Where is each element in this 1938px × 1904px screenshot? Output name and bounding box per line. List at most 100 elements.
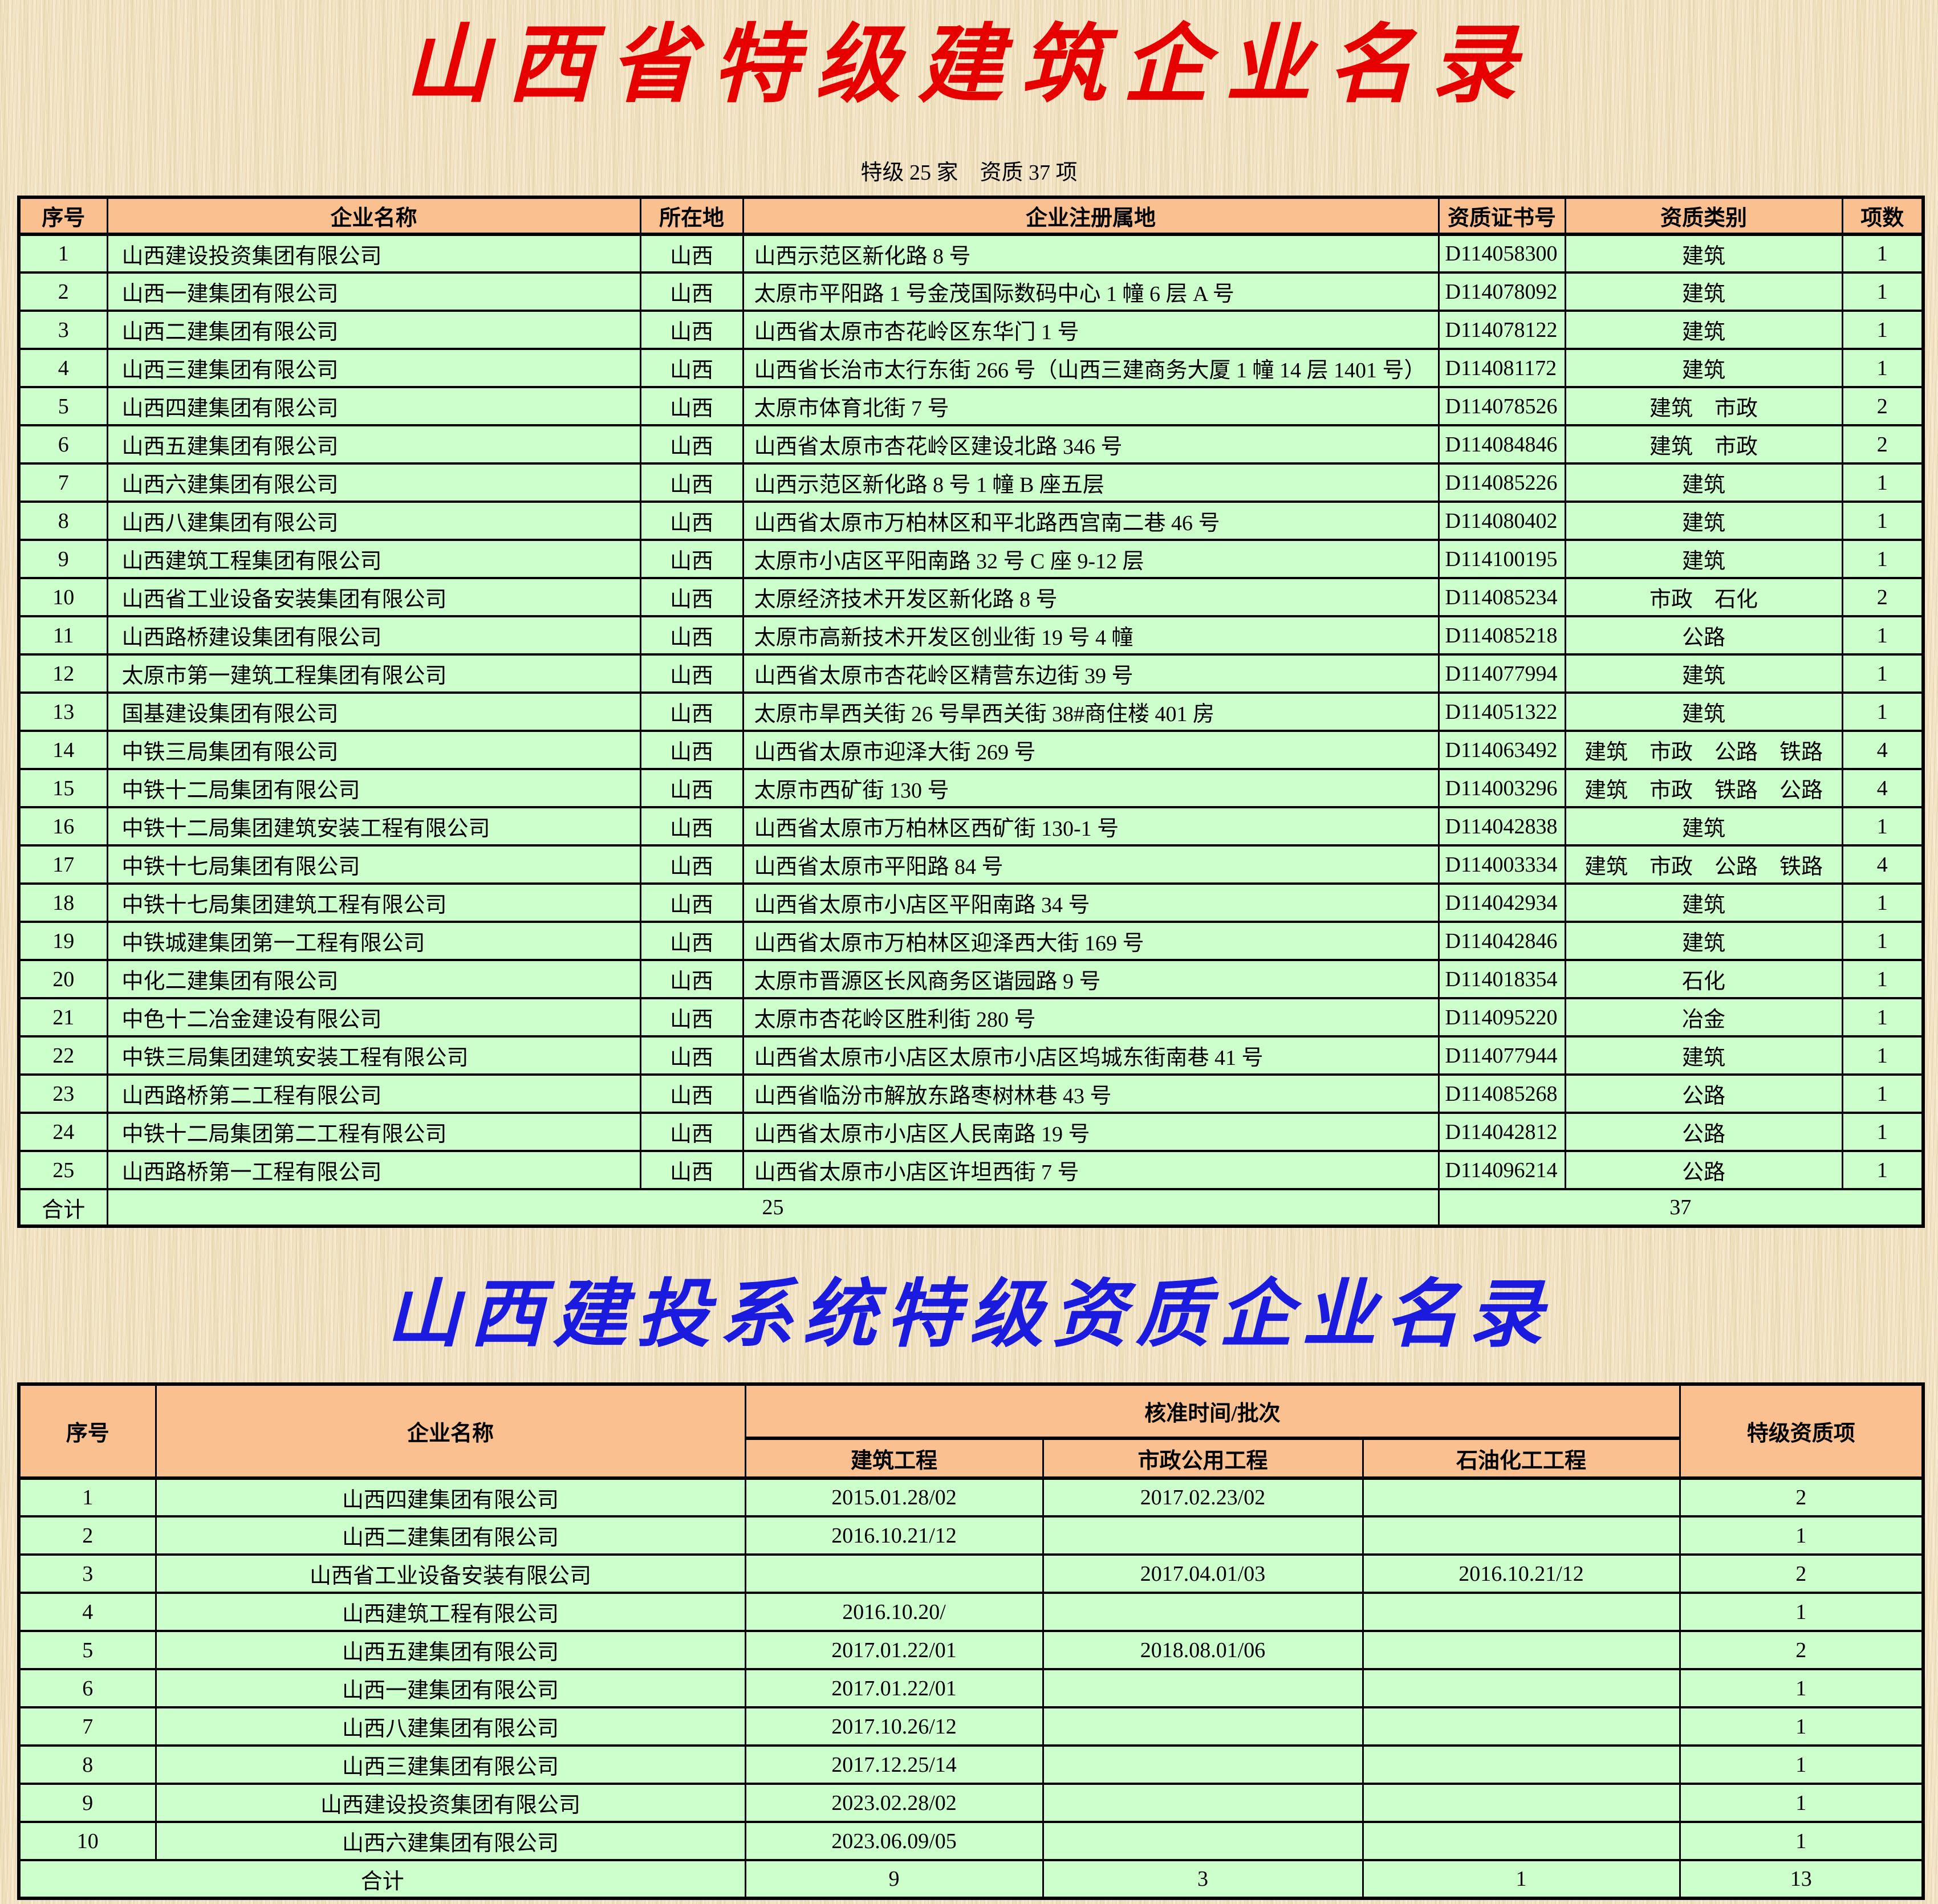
table-row: 4 山西三建集团有限公司 山西 山西省长治市太行东街 266 号（山西三建商务大厦 1…	[18, 348, 1924, 388]
table-row: 20 中化二建集团有限公司 山西 太原市晋源区长风商务区谐园路 9 号 D1140183…	[18, 959, 1924, 999]
cell-seq: 6	[18, 424, 108, 465]
cell-region: 山西	[639, 539, 744, 579]
cell-company: 山西三建集团有限公司	[155, 1744, 746, 1785]
cell-petrochemical-date: 2016.10.21/12	[1362, 1553, 1681, 1594]
cell-count: 1	[1841, 539, 1924, 579]
cell-address: 太原市体育北街 7 号	[742, 386, 1440, 426]
cell-cert-number: D114100195	[1437, 539, 1566, 579]
cell-category: 建筑 市政 公路 铁路	[1564, 844, 1843, 885]
cell-seq: 10	[18, 1821, 157, 1861]
cell-category: 建筑	[1564, 310, 1843, 350]
cell-category: 建筑 市政	[1564, 386, 1843, 426]
cell-seq: 7	[18, 1706, 157, 1747]
cell-seq: 3	[18, 1553, 157, 1594]
cell-seq: 21	[18, 997, 108, 1038]
cell-construction-date: 2017.12.25/14	[744, 1744, 1044, 1785]
table-row: 5 山西五建集团有限公司 2017.01.22/01 2018.08.01/06 2	[18, 1630, 1924, 1670]
cell-seq: 16	[18, 806, 108, 847]
cell-address: 山西省太原市小店区太原市小店区坞城东街南巷 41 号	[742, 1035, 1440, 1076]
page-title-jiantou-directory: 山西建投系统特级资质企业名录	[386, 1274, 1552, 1356]
cell-company: 山西建设投资集团有限公司	[106, 233, 641, 274]
cell-seq: 4	[18, 348, 108, 388]
cell-address: 山西省太原市万柏林区迎泽西大街 169 号	[742, 921, 1440, 961]
cell-cert-number: D114003334	[1437, 844, 1566, 885]
table-row: 15 中铁十二局集团有限公司 山西 太原市西矿街 130 号 D114003296 建筑 …	[18, 768, 1924, 808]
table-row: 3 山西省工业设备安装有限公司 2017.04.01/03 2016.10.21/12…	[18, 1553, 1924, 1594]
cell-address: 山西省太原市小店区许坦西街 7 号	[742, 1150, 1440, 1190]
cell-count: 1	[1841, 997, 1924, 1038]
cell-company: 国基建设集团有限公司	[106, 691, 641, 732]
column-header-company: 企业名称	[155, 1383, 746, 1480]
cell-region: 山西	[639, 462, 744, 503]
cell-company: 山西五建集团有限公司	[106, 424, 641, 465]
cell-count: 1	[1841, 806, 1924, 847]
cell-category: 石化	[1564, 959, 1843, 999]
cell-address: 太原市杏花岭区胜利街 280 号	[742, 997, 1440, 1038]
cell-cert-number: D114080402	[1437, 501, 1566, 541]
cell-address: 山西示范区新化路 8 号 1 幢 B 座五层	[742, 462, 1440, 503]
cell-special-count: 2	[1679, 1630, 1924, 1670]
total-municipal: 3	[1042, 1859, 1364, 1899]
cell-count: 1	[1841, 271, 1924, 312]
table-row: 7 山西六建集团有限公司 山西 山西示范区新化路 8 号 1 幢 B 座五层 D1140…	[18, 462, 1924, 503]
column-header-construction: 建筑工程	[744, 1437, 1044, 1480]
cell-category: 建筑	[1564, 691, 1843, 732]
column-header-region: 所在地	[639, 196, 744, 236]
cell-cert-number: D114042934	[1437, 882, 1566, 923]
cell-company: 山西路桥建设集团有限公司	[106, 615, 641, 656]
cell-region: 山西	[639, 1112, 744, 1152]
cell-count: 4	[1841, 844, 1924, 885]
cell-seq: 14	[18, 730, 108, 770]
cell-cert-number: D114063492	[1437, 730, 1566, 770]
table-row: 9 山西建设投资集团有限公司 2023.02.28/02 1	[18, 1783, 1924, 1823]
table-row: 22 中铁三局集团建筑安装工程有限公司 山西 山西省太原市小店区太原市小店区坞城东街南…	[18, 1035, 1924, 1076]
cell-seq: 20	[18, 959, 108, 999]
cell-count: 2	[1841, 577, 1924, 617]
table-row: 16 中铁十二局集团建筑安装工程有限公司 山西 山西省太原市万柏林区西矿街 130-1…	[18, 806, 1924, 847]
column-header-approval: 核准时间/批次	[744, 1383, 1681, 1440]
cell-category: 建筑	[1564, 271, 1843, 312]
total-items: 37	[1437, 1188, 1924, 1227]
cell-construction-date: 2023.06.09/05	[744, 1821, 1044, 1861]
cell-company: 山西六建集团有限公司	[155, 1821, 746, 1861]
cell-municipal-date	[1042, 1668, 1364, 1708]
cell-category: 建筑	[1564, 806, 1843, 847]
table-row: 11 山西路桥建设集团有限公司 山西 太原市高新技术开发区创业街 19 号 4 幢 D1…	[18, 615, 1924, 656]
cell-category: 建筑 市政 公路 铁路	[1564, 730, 1843, 770]
cell-company: 山西建筑工程有限公司	[155, 1592, 746, 1632]
column-header-count: 项数	[1841, 196, 1924, 236]
summary-line: 特级 25 家 资质 37 项	[860, 161, 1078, 185]
cell-special-count: 1	[1679, 1706, 1924, 1747]
cell-cert-number: D114096214	[1437, 1150, 1566, 1190]
cell-company: 中色十二冶金建设有限公司	[106, 997, 641, 1038]
cell-company: 中铁十七局集团有限公司	[106, 844, 641, 885]
cell-category: 冶金	[1564, 997, 1843, 1038]
cell-seq: 10	[18, 577, 108, 617]
column-header-seq: 序号	[18, 1383, 157, 1480]
table-row: 5 山西四建集团有限公司 山西 太原市体育北街 7 号 D114078526 建筑 市政 2	[18, 386, 1924, 426]
cell-seq: 5	[18, 386, 108, 426]
table1-total-row: 合计 25 37	[18, 1188, 1924, 1227]
cell-category: 建筑	[1564, 348, 1843, 388]
table-row: 1 山西四建集团有限公司 2015.01.28/02 2017.02.23/02 2	[18, 1477, 1924, 1517]
cell-construction-date: 2015.01.28/02	[744, 1477, 1044, 1517]
table-row: 9 山西建筑工程集团有限公司 山西 太原市小店区平阳南路 32 号 C 座 9-12 …	[18, 539, 1924, 579]
table-row: 25 山西路桥第一工程有限公司 山西 山西省太原市小店区许坦西街 7 号 D114096…	[18, 1150, 1924, 1190]
cell-petrochemical-date	[1362, 1783, 1681, 1823]
column-header-company: 企业名称	[106, 196, 641, 236]
cell-address: 太原市小店区平阳南路 32 号 C 座 9-12 层	[742, 539, 1440, 579]
cell-count: 1	[1841, 1112, 1924, 1152]
cell-seq: 23	[18, 1073, 108, 1114]
cell-count: 1	[1841, 615, 1924, 656]
cell-municipal-date: 2017.04.01/03	[1042, 1553, 1364, 1594]
cell-special-count: 1	[1679, 1668, 1924, 1708]
cell-cert-number: D114085218	[1437, 615, 1566, 656]
table-row: 14 中铁三局集团有限公司 山西 山西省太原市迎泽大街 269 号 D114063492…	[18, 730, 1924, 770]
cell-region: 山西	[639, 501, 744, 541]
total-special: 13	[1679, 1859, 1924, 1899]
cell-region: 山西	[639, 691, 744, 732]
cell-category: 建筑	[1564, 539, 1843, 579]
cell-count: 1	[1841, 1035, 1924, 1076]
table-special-grade-enterprises: 序号 企业名称 所在地 企业注册属地 资质证书号 资质类别 项数 1 山西建设投资…	[17, 196, 1925, 1228]
cell-cert-number: D114042838	[1437, 806, 1566, 847]
